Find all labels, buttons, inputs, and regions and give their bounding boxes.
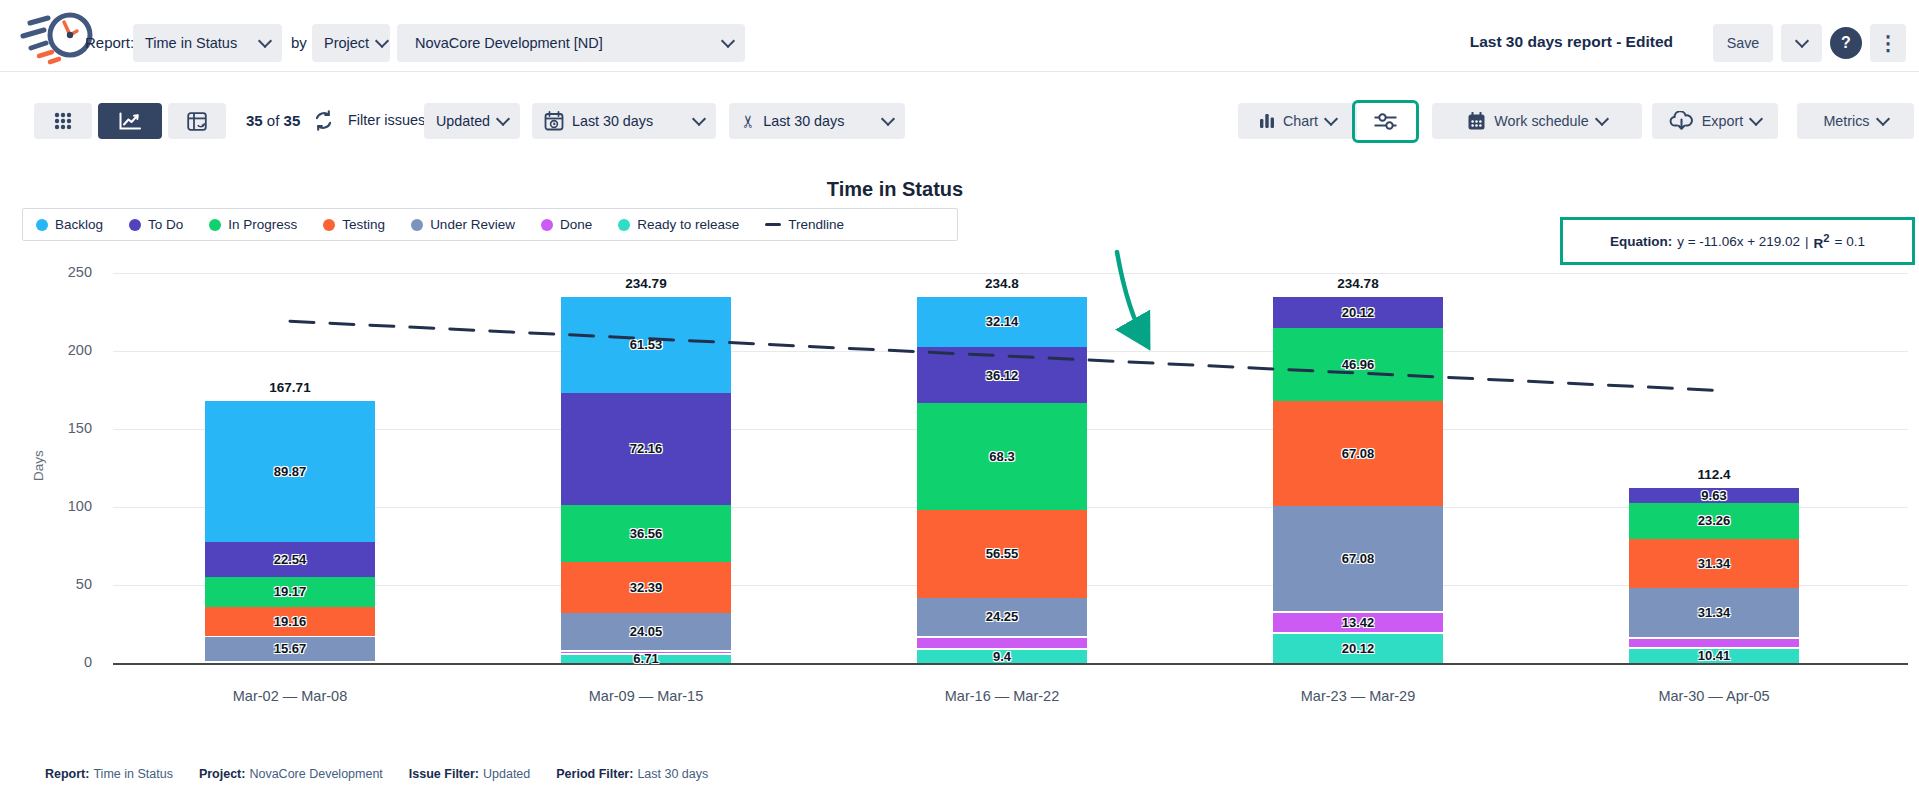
bar-segment-under-review[interactable]: 24.25 — [917, 598, 1087, 636]
bar-segment-ready-to-release[interactable]: 20.12 — [1273, 632, 1443, 663]
bar-segment-done[interactable] — [1629, 637, 1799, 647]
footer-item-label: Report: — [45, 767, 89, 781]
bar-total-label: 112.4 — [1629, 467, 1799, 482]
bar-segment-backlog[interactable]: 89.87 — [205, 401, 375, 541]
footer-item: Project:NovaCore Development — [199, 767, 383, 781]
segment-value-label: 20.12 — [1342, 642, 1375, 655]
segment-value-label: 31.34 — [1698, 557, 1731, 570]
segment-value-label: 6.71 — [633, 652, 658, 665]
y-tick-label: 50 — [30, 576, 92, 592]
segment-value-label: 46.96 — [1342, 358, 1375, 371]
segment-value-label: 24.05 — [630, 625, 663, 638]
bar-segment-testing[interactable]: 31.34 — [1629, 539, 1799, 588]
segment-value-label: 89.87 — [274, 465, 307, 478]
segment-value-label: 61.53 — [630, 338, 663, 351]
segment-value-label: 67.08 — [1342, 447, 1375, 460]
bar-segment-ready-to-release[interactable]: 10.41 — [1629, 647, 1799, 663]
bar-segment-testing[interactable]: 32.39 — [561, 562, 731, 613]
x-axis-label: Mar-09 — Mar-15 — [526, 688, 766, 704]
bar-segment-in-progress[interactable]: 36.56 — [561, 505, 731, 562]
bar-segment-in-progress[interactable]: 19.17 — [205, 577, 375, 607]
bar-segment-to-do[interactable]: 9.63 — [1629, 488, 1799, 503]
segment-value-label: 72.16 — [630, 442, 663, 455]
y-tick-label: 150 — [30, 420, 92, 436]
bar-segment-to-do[interactable]: 20.12 — [1273, 297, 1443, 328]
segment-value-label: 36.56 — [630, 527, 663, 540]
bar-segment-testing[interactable]: 56.55 — [917, 510, 1087, 598]
segment-value-label: 32.14 — [986, 315, 1019, 328]
bar-segment-done[interactable] — [917, 636, 1087, 649]
bar-total-label: 234.78 — [1273, 276, 1443, 291]
y-tick-label: 250 — [30, 264, 92, 280]
footer-item-label: Period Filter: — [556, 767, 633, 781]
y-tick-label: 0 — [30, 654, 92, 670]
segment-value-label: 24.25 — [986, 610, 1019, 623]
bar-segment-to-do[interactable]: 36.12 — [917, 347, 1087, 403]
segment-value-label: 19.16 — [274, 615, 307, 628]
bar-segment-backlog[interactable]: 32.14 — [917, 297, 1087, 347]
x-axis-label: Mar-16 — Mar-22 — [882, 688, 1122, 704]
segment-value-label: 13.42 — [1342, 616, 1375, 629]
bar-segment-to-do[interactable]: 72.16 — [561, 393, 731, 506]
x-axis-label: Mar-30 — Apr-05 — [1594, 688, 1834, 704]
footer-item-label: Project: — [199, 767, 246, 781]
segment-value-label: 68.3 — [989, 450, 1014, 463]
bar-segment-ready-to-release[interactable]: 6.71 — [561, 653, 731, 664]
footer-item-value: Updated — [483, 767, 530, 781]
footer-item-value: Time in Status — [93, 767, 172, 781]
bar-segment-under-review[interactable]: 15.67 — [205, 637, 375, 661]
footer-item: Issue Filter: Updated — [409, 767, 530, 781]
plot-area: 0 50 100 150 200 250 15.67 19.16 19.17 22.54 89.87… — [0, 0, 1919, 810]
footer-item: Report: Time in Status — [45, 767, 173, 781]
segment-value-label: 22.54 — [274, 553, 307, 566]
segment-value-label: 56.55 — [986, 547, 1019, 560]
x-axis-label: Mar-02 — Mar-08 — [170, 688, 410, 704]
bar-segment-done[interactable] — [561, 650, 731, 652]
bar-total-label: 234.79 — [561, 276, 731, 291]
segment-value-label: 67.08 — [1342, 552, 1375, 565]
bar-segment-in-progress[interactable]: 68.3 — [917, 403, 1087, 510]
bar-segment-under-review[interactable]: 31.34 — [1629, 588, 1799, 637]
footer-item-label: Issue Filter: — [409, 767, 479, 781]
segment-value-label: 23.26 — [1698, 514, 1731, 527]
segment-value-label: 19.17 — [274, 585, 307, 598]
footer-item-value: Last 30 days — [637, 767, 708, 781]
bar-total-label: 167.71 — [205, 380, 375, 395]
bar-segment-ready-to-release[interactable]: 9.4 — [917, 648, 1087, 663]
bar-total-label: 234.8 — [917, 276, 1087, 291]
bar-segment-under-review[interactable]: 24.05 — [561, 613, 731, 651]
bar-segment-to-do[interactable]: 22.54 — [205, 542, 375, 577]
report-summary-footer: Report: Time in Status Project:NovaCore De… — [45, 767, 708, 781]
time-in-status-app: Report: Time in Status by Project NovaCo… — [0, 0, 1919, 810]
segment-value-label: 36.12 — [986, 369, 1019, 382]
bar-segment-under-review[interactable]: 67.08 — [1273, 506, 1443, 611]
segment-value-label: 9.4 — [993, 650, 1011, 663]
bar-segment-done[interactable]: 13.42 — [1273, 611, 1443, 632]
segment-value-label: 9.63 — [1701, 489, 1726, 502]
segment-value-label: 32.39 — [630, 581, 663, 594]
segment-value-label: 31.34 — [1698, 606, 1731, 619]
y-tick-label: 200 — [30, 342, 92, 358]
bar-segment-testing[interactable]: 67.08 — [1273, 401, 1443, 506]
bar-segment-in-progress[interactable]: 46.96 — [1273, 328, 1443, 401]
bar-segment-backlog[interactable]: 61.53 — [561, 297, 731, 393]
x-axis-label: Mar-23 — Mar-29 — [1238, 688, 1478, 704]
segment-value-label: 10.41 — [1698, 649, 1731, 662]
segment-value-label: 20.12 — [1342, 306, 1375, 319]
footer-item-value: NovaCore Development — [249, 767, 382, 781]
bar-segment-testing[interactable]: 19.16 — [205, 607, 375, 637]
gridline-250 — [113, 273, 1908, 274]
segment-value-label: 15.67 — [274, 642, 307, 655]
bar-segment-in-progress[interactable]: 23.26 — [1629, 503, 1799, 539]
bar-segment-ready-to-release[interactable] — [205, 661, 375, 663]
footer-item: Period Filter: Last 30 days — [556, 767, 708, 781]
y-tick-label: 100 — [30, 498, 92, 514]
